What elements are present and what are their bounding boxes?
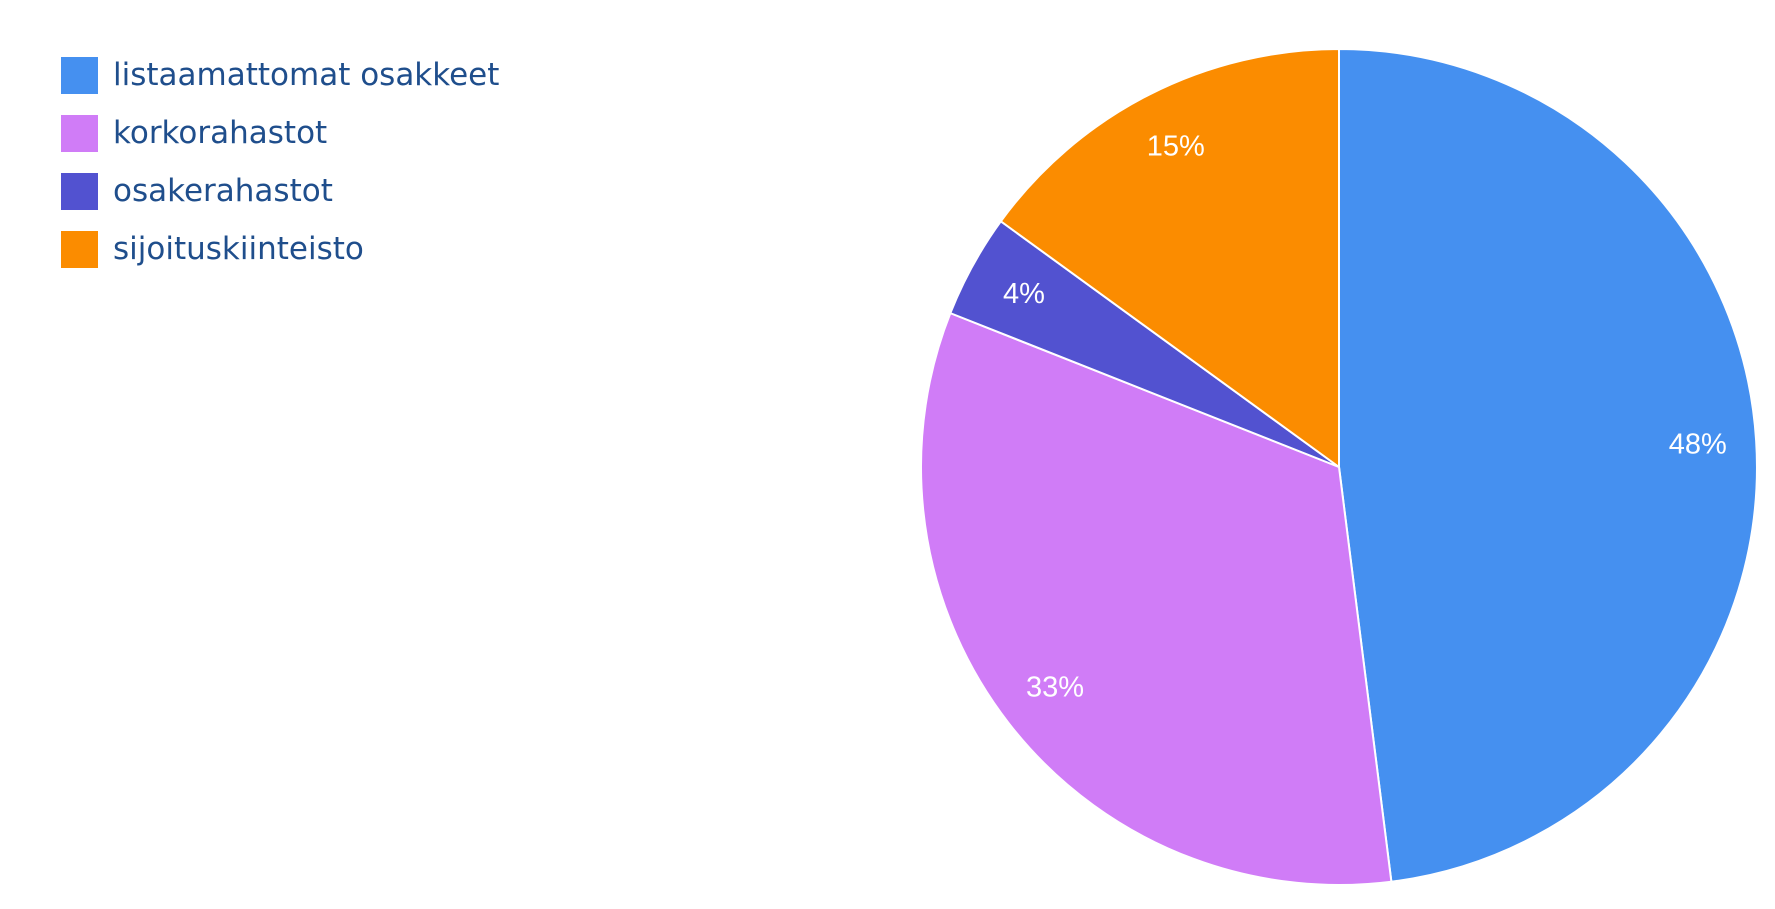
legend-label-korkorahastot: korkorahastot: [113, 115, 328, 151]
legend-swatch-korkorahastot: [61, 114, 98, 152]
pie-slice-listaamattomat-osakkeet: [1338, 47, 1758, 883]
legend-item-korkorahastot: korkorahastot: [61, 104, 499, 162]
pie-slice-label-korkorahastot: 33%: [1026, 671, 1084, 703]
legend-swatch-listaamattomat-osakkeet: [61, 56, 98, 94]
pie-slice-labels: 48% 33% 4% 15%: [1003, 131, 1727, 704]
pie-slice-label-listaamattomat-osakkeet: 48%: [1669, 428, 1727, 460]
pie-slices: [920, 47, 1758, 886]
legend-label-osakerahastot: osakerahastot: [113, 173, 333, 209]
legend-label-sijoituskiinteisto: sijoituskiinteisto: [113, 231, 364, 267]
pie-slice-sijoituskiinteisto: [999, 47, 1340, 469]
legend-swatch-sijoituskiinteisto: [61, 230, 98, 268]
legend-item-osakerahastot: osakerahastot: [61, 162, 499, 220]
pie-slice-korkorahastot: [920, 311, 1393, 886]
legend: listaamattomat osakkeet korkorahastot os…: [61, 46, 499, 278]
legend-item-listaamattomat-osakkeet: listaamattomat osakkeet: [61, 46, 499, 104]
pie-slice-label-sijoituskiinteisto: 15%: [1147, 131, 1205, 163]
legend-label-listaamattomat-osakkeet: listaamattomat osakkeet: [113, 57, 500, 93]
pie-slice-label-osakerahastot: 4%: [1003, 278, 1045, 310]
legend-swatch-osakerahastot: [61, 172, 98, 210]
legend-item-sijoituskiinteisto: sijoituskiinteisto: [61, 220, 499, 278]
